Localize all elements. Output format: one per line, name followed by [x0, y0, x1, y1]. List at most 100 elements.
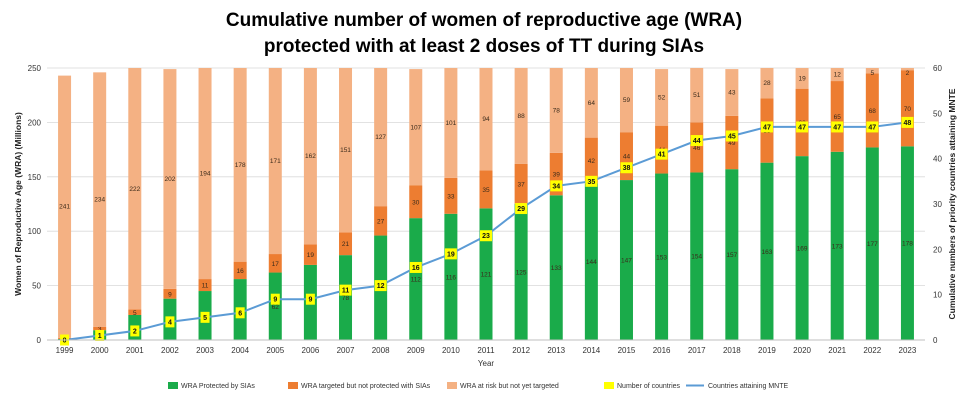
bar-data-label: 43 [728, 89, 736, 96]
x-tick-label: 2008 [372, 346, 390, 355]
y2-tick-label: 10 [933, 291, 942, 300]
bar-data-label: 46 [693, 145, 701, 152]
bar-data-label: 157 [726, 252, 737, 259]
country-count-label: 47 [763, 124, 771, 131]
bar-segment [619, 180, 633, 340]
bar-segment [584, 137, 598, 184]
country-count-box [585, 175, 598, 187]
bar-data-label: 163 [762, 249, 773, 256]
bar-data-label: 222 [129, 186, 140, 193]
country-count-label: 1 [98, 333, 102, 340]
bar-data-label: 147 [621, 258, 632, 265]
bar-data-label: 33 [447, 193, 455, 200]
bar-data-label: 37 [518, 181, 526, 188]
bar-segment [830, 81, 844, 152]
country-count-box [796, 121, 809, 133]
bar-data-label: 16 [237, 268, 245, 275]
bar-segment [655, 69, 669, 126]
bar-data-label: 68 [869, 108, 877, 115]
country-count-label: 47 [868, 124, 876, 131]
country-count-box [200, 311, 210, 323]
bar-data-label: 153 [656, 254, 667, 261]
bar-segment [830, 151, 844, 340]
country-count-box [95, 329, 105, 341]
bar-segment [514, 204, 528, 340]
legend-swatch [604, 382, 614, 389]
bar-data-label: 51 [693, 92, 701, 99]
country-count-label: 9 [273, 297, 277, 304]
country-count-label: 6 [238, 310, 242, 317]
bar-segment [725, 115, 739, 170]
legend: WRA Protected by SIAs WRA targeted but no… [168, 382, 788, 390]
bar-data-label: 5 [871, 70, 875, 77]
bar-data-label: 17 [272, 261, 280, 268]
bar-segment [198, 68, 212, 280]
y2-axis-title: Cumulative numbers of priority countries… [947, 88, 957, 319]
bar-data-label: 49 [728, 140, 736, 147]
bar-data-label: 9 [168, 291, 172, 298]
bar-segment [795, 68, 809, 89]
country-count-box [444, 248, 457, 260]
bar-segment [233, 68, 247, 262]
bar-data-label: 35 [482, 187, 490, 194]
bar-segment [725, 169, 739, 340]
bar-segment [233, 261, 247, 280]
x-tick-label: 2001 [126, 346, 144, 355]
bar-segment [163, 69, 177, 289]
x-tick-label: 2007 [337, 346, 355, 355]
country-count-label: 29 [517, 206, 525, 213]
bar-data-label: 107 [410, 124, 421, 131]
bar-segment [725, 69, 739, 116]
x-tick-label: 2017 [688, 346, 706, 355]
country-count-box [339, 284, 352, 296]
bar-segment [128, 68, 142, 310]
bar-data-label: 44 [623, 154, 631, 161]
y2-tick-label: 20 [933, 245, 942, 254]
country-count-label: 41 [658, 152, 666, 159]
bar-data-label: 52 [658, 94, 666, 101]
bar-segment [900, 146, 914, 340]
bar-segment [444, 68, 458, 178]
legend-swatch [447, 382, 457, 389]
bar-segment [268, 68, 282, 255]
bar-data-label: 39 [553, 172, 561, 179]
bar-data-label: 78 [553, 107, 561, 114]
bar-segment [795, 156, 809, 340]
bar-segment [268, 254, 282, 273]
x-tick-label: 2014 [582, 346, 600, 355]
bar-data-label: 162 [305, 153, 316, 160]
country-count-box [409, 261, 422, 273]
bar-data-label: 12 [834, 72, 842, 79]
country-count-box [760, 121, 773, 133]
bar-data-label: 59 [623, 97, 631, 104]
bar-segment [444, 177, 458, 214]
bar-segment [514, 68, 528, 164]
x-tick-label: 2011 [477, 346, 495, 355]
bar-data-label: 171 [270, 158, 281, 165]
legend-swatch [168, 382, 178, 389]
bar-segment [409, 218, 423, 340]
bar-stacks: 1124132342352229202451119416178621717119… [58, 68, 914, 344]
y2-tick-label: 30 [933, 200, 942, 209]
bar-segment [549, 195, 563, 340]
country-count-label: 0 [63, 338, 67, 345]
bar-segment [479, 68, 493, 171]
bar-segment [339, 232, 353, 256]
country-count-box [515, 203, 528, 215]
x-tick-label: 2023 [899, 346, 917, 355]
bar-segment [514, 163, 528, 204]
country-count-label: 16 [412, 265, 420, 272]
bar-segment [93, 326, 107, 331]
country-count-label: 38 [623, 165, 631, 172]
bar-data-label: 78 [342, 295, 350, 302]
x-tick-label: 2012 [512, 346, 530, 355]
x-tick-label: 2015 [618, 346, 636, 355]
bar-data-label: 112 [411, 277, 422, 284]
bar-segment [303, 68, 317, 245]
bar-data-label: 173 [832, 243, 843, 250]
x-tick-label: 2005 [266, 346, 284, 355]
bar-segment [760, 68, 774, 99]
bar-segment [409, 69, 423, 186]
